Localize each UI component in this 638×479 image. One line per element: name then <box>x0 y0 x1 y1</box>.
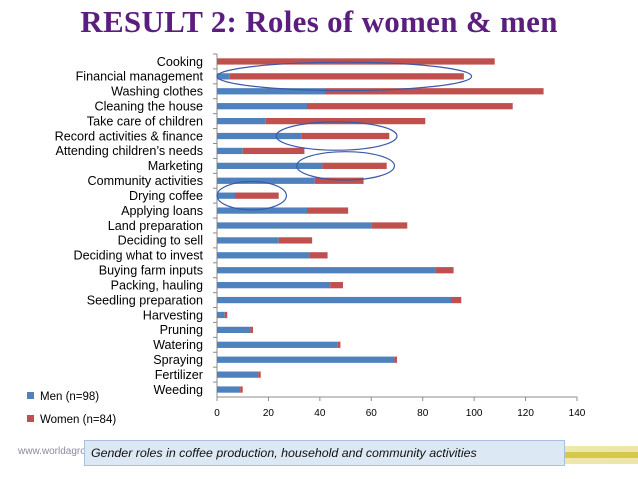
category-label: Deciding to sell <box>118 234 203 248</box>
bar-women <box>330 282 343 289</box>
bar-men <box>217 237 279 244</box>
x-tick-label: 120 <box>517 408 534 419</box>
x-tick-label: 20 <box>263 408 275 419</box>
bar-men <box>217 356 395 363</box>
bar-men <box>217 73 230 80</box>
bar-women <box>307 103 513 110</box>
category-label: Record activities & finance <box>55 129 203 143</box>
category-label: Cooking <box>157 55 203 69</box>
chart-caption: Gender roles in coffee production, house… <box>84 440 565 466</box>
legend-swatch-women <box>27 415 34 422</box>
highlight-ellipses <box>216 61 473 211</box>
bar-women <box>278 237 313 244</box>
category-label: Weeding <box>154 383 203 397</box>
bar-women <box>250 326 253 334</box>
legend-swatch-men <box>27 392 34 399</box>
x-tick-label: 100 <box>466 408 483 419</box>
bar-women <box>307 207 349 214</box>
bar-men <box>217 117 266 125</box>
bar-women <box>224 311 228 319</box>
legend-label-men: Men (n=98) <box>40 391 99 403</box>
category-label: Fertilizer <box>155 368 203 382</box>
category-label: Washing clothes <box>111 85 203 99</box>
bar-women <box>217 58 495 65</box>
legend-label-women: Women (n=84) <box>40 414 116 426</box>
bar-men <box>217 162 323 169</box>
bar-women <box>235 192 279 199</box>
category-label: Financial management <box>76 70 204 84</box>
x-tick-label: 140 <box>569 408 586 419</box>
category-label: Watering <box>153 338 203 352</box>
bar-men <box>217 88 325 95</box>
highlight-ellipse <box>216 61 473 92</box>
bar-women <box>451 296 462 304</box>
category-label: Pruning <box>160 323 203 337</box>
bar-women <box>242 147 305 155</box>
slide-title: RESULT 2: Roles of women & men <box>80 4 558 39</box>
bar-men <box>217 147 243 155</box>
bar-women <box>435 267 454 274</box>
bars <box>217 58 544 393</box>
bar-women <box>258 371 261 378</box>
category-label: Cleaning the house <box>94 99 203 113</box>
bar-women <box>337 341 341 348</box>
bar-women <box>325 88 544 95</box>
bar-men <box>217 192 235 199</box>
bar-women <box>240 386 243 393</box>
footer-accent <box>560 452 638 458</box>
bar-women <box>322 162 387 169</box>
highlight-ellipse <box>216 180 288 211</box>
category-label: Marketing <box>148 159 203 173</box>
bar-men <box>217 282 331 289</box>
category-label: Take care of children <box>87 114 203 128</box>
bar-men <box>217 326 251 334</box>
category-label: Buying farm inputs <box>99 264 203 278</box>
bar-men <box>217 386 241 393</box>
bar-women <box>309 252 328 259</box>
x-tick-label: 60 <box>366 408 378 419</box>
bar-women <box>229 73 464 80</box>
x-tick-label: 80 <box>417 408 429 419</box>
bar-women <box>265 117 426 125</box>
category-label: Packing, hauling <box>111 278 203 292</box>
bar-men <box>217 222 372 229</box>
legend: Men (n=98) Women (n=84) <box>27 391 116 426</box>
category-label: Attending children’s needs <box>56 144 204 158</box>
highlight-ellipse <box>296 151 396 181</box>
category-label: Land preparation <box>108 219 203 233</box>
footer-url: www.worldagro <box>18 446 86 457</box>
bar-men <box>217 177 315 184</box>
bar-men <box>217 296 451 304</box>
bar-women <box>301 132 390 140</box>
bar-men <box>217 252 310 259</box>
x-tick-label: 40 <box>314 408 326 419</box>
bar-men <box>217 311 225 319</box>
category-label: Seedling preparation <box>87 293 203 307</box>
x-tick-label: 0 <box>214 408 220 419</box>
category-label: Spraying <box>153 353 203 367</box>
category-label: Deciding what to invest <box>73 249 203 263</box>
bar-men <box>217 371 259 378</box>
bar-men <box>217 207 307 214</box>
bar-women <box>371 222 408 229</box>
bar-women <box>314 177 364 184</box>
bar-men <box>217 103 307 110</box>
category-label: Community activities <box>88 174 203 188</box>
category-label: Harvesting <box>143 308 203 322</box>
category-label: Drying coffee <box>129 189 203 203</box>
highlight-ellipse <box>275 121 398 151</box>
x-axis: 0 20 40 60 80 100 120 140 <box>214 397 586 419</box>
bar-men <box>217 341 338 348</box>
category-label: Applying loans <box>121 204 203 218</box>
bar-men <box>217 132 302 140</box>
bar-women <box>394 356 397 363</box>
bar-men <box>217 267 436 274</box>
